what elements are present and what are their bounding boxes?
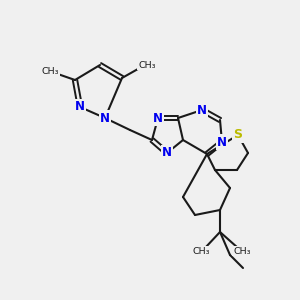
Text: CH₃: CH₃ [138, 61, 156, 70]
Text: CH₃: CH₃ [41, 68, 59, 76]
Text: N: N [75, 100, 85, 113]
Text: N: N [162, 146, 172, 160]
Text: S: S [233, 128, 242, 142]
Text: N: N [153, 112, 163, 124]
Text: N: N [217, 136, 227, 148]
Text: N: N [197, 103, 207, 116]
Text: CH₃: CH₃ [192, 247, 210, 256]
Text: N: N [100, 112, 110, 124]
Text: CH₃: CH₃ [233, 247, 251, 256]
